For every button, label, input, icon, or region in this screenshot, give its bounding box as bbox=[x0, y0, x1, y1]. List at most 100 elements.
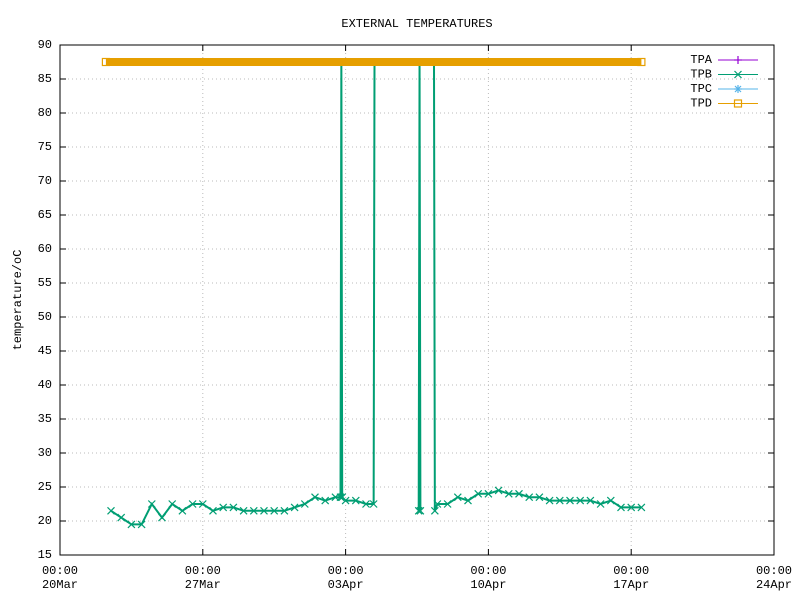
marker bbox=[443, 500, 452, 508]
marker bbox=[270, 506, 279, 515]
marker-stroke bbox=[290, 503, 299, 512]
marker-stroke bbox=[484, 489, 493, 498]
marker-stroke bbox=[734, 70, 742, 79]
marker bbox=[188, 500, 197, 508]
marker-stroke bbox=[101, 57, 111, 67]
marker-stroke bbox=[734, 85, 742, 93]
x-tick-label: 00:00 17Apr bbox=[613, 564, 649, 592]
marker-stroke bbox=[627, 503, 636, 512]
marker-stroke bbox=[555, 496, 564, 505]
marker bbox=[107, 506, 115, 515]
marker bbox=[627, 503, 636, 512]
marker bbox=[362, 500, 370, 508]
marker-stroke bbox=[414, 506, 423, 515]
marker bbox=[290, 503, 299, 512]
marker-stroke bbox=[311, 493, 319, 502]
marker bbox=[311, 493, 319, 502]
marker bbox=[178, 506, 187, 515]
marker bbox=[734, 56, 742, 64]
y-tick-label: 65 bbox=[38, 208, 52, 222]
marker bbox=[229, 503, 238, 512]
marker bbox=[576, 496, 585, 505]
marker-stroke bbox=[117, 513, 126, 522]
marker-stroke bbox=[637, 503, 646, 512]
marker-stroke bbox=[158, 513, 166, 522]
y-tick-label: 50 bbox=[38, 310, 52, 324]
marker-stroke bbox=[280, 506, 289, 515]
y-tick-label: 75 bbox=[38, 140, 52, 154]
marker-stroke bbox=[416, 506, 425, 515]
marker-stroke bbox=[453, 493, 462, 502]
marker-stroke bbox=[617, 503, 625, 512]
marker-stroke bbox=[535, 493, 544, 502]
chart-title: EXTERNAL TEMPERATURES bbox=[341, 17, 492, 31]
marker-stroke bbox=[351, 496, 360, 505]
marker bbox=[504, 489, 513, 498]
marker bbox=[545, 496, 554, 505]
marker-stroke bbox=[107, 506, 115, 515]
y-tick-label: 15 bbox=[38, 548, 52, 562]
marker bbox=[336, 493, 345, 502]
marker bbox=[606, 496, 615, 505]
marker bbox=[127, 520, 136, 529]
y-tick-label: 45 bbox=[38, 344, 52, 358]
marker bbox=[168, 500, 177, 508]
marker-stroke bbox=[188, 500, 197, 508]
marker-stroke bbox=[733, 99, 743, 108]
y-tick-label: 80 bbox=[38, 106, 52, 120]
marker-stroke bbox=[545, 496, 554, 505]
marker-stroke bbox=[566, 496, 574, 505]
y-tick-label: 60 bbox=[38, 242, 52, 256]
marker-stroke bbox=[443, 500, 452, 508]
marker-stroke bbox=[586, 496, 595, 505]
marker bbox=[239, 506, 248, 515]
marker bbox=[369, 500, 378, 508]
y-tick-label: 85 bbox=[38, 72, 52, 86]
marker bbox=[260, 506, 268, 515]
marker bbox=[158, 513, 166, 522]
marker bbox=[101, 57, 111, 67]
y-tick-label: 70 bbox=[38, 174, 52, 188]
marker-stroke bbox=[178, 506, 187, 515]
marker bbox=[515, 489, 523, 498]
legend-label: TPB bbox=[690, 68, 712, 82]
marker-stroke bbox=[606, 496, 615, 505]
marker bbox=[637, 503, 646, 512]
legend-label: TPD bbox=[690, 97, 712, 111]
marker-stroke bbox=[300, 500, 309, 508]
marker bbox=[147, 500, 156, 508]
marker bbox=[734, 85, 742, 93]
marker bbox=[300, 500, 309, 508]
marker-stroke bbox=[504, 489, 513, 498]
marker bbox=[209, 506, 217, 515]
marker bbox=[198, 500, 207, 508]
marker bbox=[280, 506, 289, 515]
marker bbox=[734, 70, 742, 79]
x-tick-label: 00:00 03Apr bbox=[328, 564, 364, 592]
y-tick-label: 25 bbox=[38, 480, 52, 494]
y-tick-label: 55 bbox=[38, 276, 52, 290]
x-tick-label: 00:00 24Apr bbox=[756, 564, 792, 592]
marker-stroke bbox=[219, 503, 228, 512]
marker-stroke bbox=[168, 500, 177, 508]
marker-stroke bbox=[596, 500, 605, 508]
marker bbox=[453, 493, 462, 502]
marker-stroke bbox=[198, 500, 207, 508]
x-tick-label: 00:00 20Mar bbox=[42, 564, 78, 592]
marker-stroke bbox=[369, 500, 378, 508]
marker-stroke bbox=[209, 506, 217, 515]
marker bbox=[341, 496, 350, 505]
marker bbox=[416, 506, 425, 515]
marker bbox=[137, 520, 146, 529]
marker-stroke bbox=[494, 486, 503, 495]
y-tick-label: 90 bbox=[38, 38, 52, 52]
marker bbox=[219, 503, 228, 512]
marker bbox=[494, 486, 503, 495]
y-tick-label: 40 bbox=[38, 378, 52, 392]
marker-stroke bbox=[249, 506, 258, 515]
y-tick-label: 30 bbox=[38, 446, 52, 460]
marker-stroke bbox=[362, 500, 370, 508]
marker-stroke bbox=[239, 506, 248, 515]
marker-stroke bbox=[270, 506, 279, 515]
